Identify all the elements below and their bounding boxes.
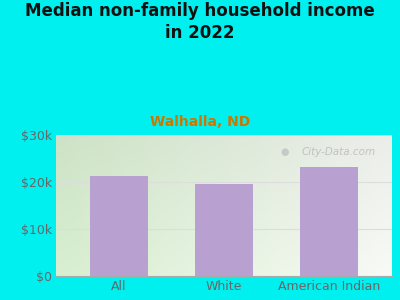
- Bar: [195, 184, 253, 276]
- Bar: [90, 176, 148, 276]
- Text: Median non-family household income
in 2022: Median non-family household income in 20…: [25, 2, 375, 42]
- Text: City-Data.com: City-Data.com: [301, 147, 376, 157]
- Bar: [300, 167, 358, 276]
- Text: ●: ●: [280, 147, 289, 157]
- Text: Walhalla, ND: Walhalla, ND: [150, 116, 250, 130]
